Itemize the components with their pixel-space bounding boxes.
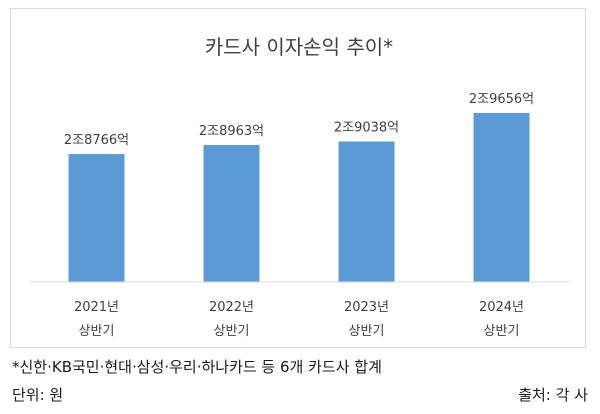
- x-tick-label-3-line1: 2023년: [344, 300, 389, 315]
- x-tick-label-1-line1: 2021년: [74, 300, 119, 315]
- bars-layer: [68, 112, 530, 282]
- x-tick-label-3-line2: 상반기: [349, 324, 385, 339]
- bar-4: [473, 112, 530, 282]
- bar-2: [203, 144, 260, 282]
- data-label-4: 2조9656억: [469, 92, 534, 107]
- data-label-1: 2조8766억: [64, 133, 129, 148]
- source-note: 출처: 각 사: [518, 386, 588, 404]
- bar-chart: 카드사 이자손익 추이* 2조8766억 2조8963억 2조9038억 2조9656…: [29, 35, 569, 339]
- unit-note: 단위: 원: [12, 386, 64, 404]
- x-tick-label-4-line2: 상반기: [484, 324, 520, 339]
- bar-1: [68, 154, 125, 282]
- chart-title: 카드사 이자손익 추이*: [205, 35, 393, 59]
- x-tick-label-4-line1: 2024년: [479, 300, 524, 315]
- footnote: *신한·KB국민·현대·삼성·우리·하나카드 등 6개 카드사 합계: [12, 358, 382, 376]
- chart-frame: 카드사 이자손익 추이* 2조8766억 2조8963억 2조9038억 2조9656…: [10, 8, 586, 348]
- data-label-3: 2조9038억: [334, 120, 399, 135]
- x-tick-label-2-line2: 상반기: [214, 324, 250, 339]
- x-tick-label-1-line2: 상반기: [79, 324, 115, 339]
- data-labels-layer: 2조8766억 2조8963억 2조9038억 2조9656억: [64, 92, 534, 148]
- data-label-2: 2조8963억: [199, 124, 264, 139]
- x-tick-label-2-line1: 2022년: [209, 300, 254, 315]
- bar-3: [338, 141, 395, 282]
